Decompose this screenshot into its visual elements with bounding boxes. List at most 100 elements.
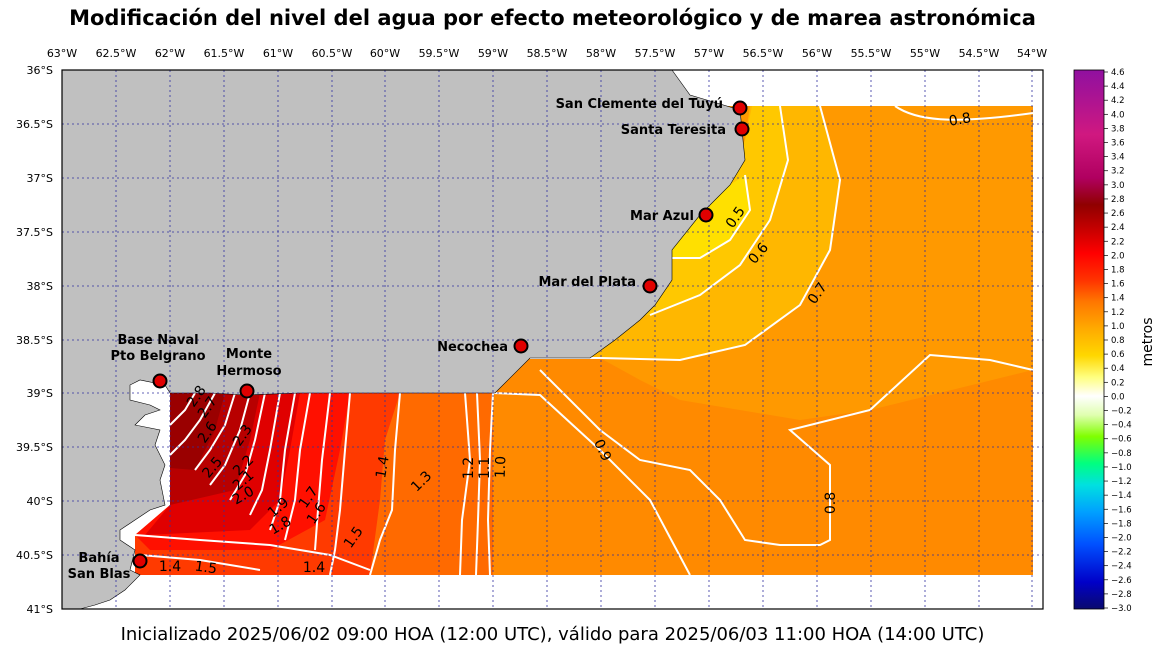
colorbar-tick-label: −1.0 [1111, 463, 1132, 473]
colorbar-tick-label: 0.6 [1111, 350, 1125, 360]
colorbar-tick-label: −1.4 [1111, 491, 1132, 501]
colorbar-tick-label: 4.0 [1111, 110, 1125, 120]
station-marker[interactable] [239, 383, 255, 399]
colorbar-tick-label: 2.8 [1111, 195, 1125, 205]
lon-tick: 61.5°W [204, 47, 245, 60]
colorbar-tick-label: 2.4 [1111, 223, 1125, 233]
colorbar-label: metros [1140, 317, 1156, 366]
station-label: San Clemente del Tuyú [556, 97, 723, 112]
colorbar-tick-label: 2.2 [1111, 237, 1125, 247]
colorbar-tick-label: −2.6 [1111, 576, 1132, 586]
colorbar-tick-label: −0.8 [1111, 449, 1132, 459]
contour-lines [134, 105, 1034, 576]
colorbar-tick-label: 4.2 [1111, 96, 1125, 106]
lat-tick: 39°S [27, 387, 53, 400]
lon-tick: 57.5°W [635, 47, 676, 60]
station-label: Necochea [437, 340, 508, 355]
colorbar-ticks: 4.6 4.4 4.2 4.0 3.8 3.6 3.4 3.2 3.0 2.8 2.6 2.4 2.2 2… [1104, 68, 1132, 614]
lat-tick: 40°S [27, 495, 53, 508]
map-title: Modificación del nivel del agua por efec… [69, 6, 1036, 30]
lon-tick: 56.5°W [743, 47, 784, 60]
lon-tick: 59.5°W [419, 47, 460, 60]
lon-tick: 57°W [694, 47, 724, 60]
colorbar-tick-label: 3.6 [1111, 139, 1125, 149]
lon-tick: 54°W [1017, 47, 1047, 60]
station-label: Mar Azul [630, 209, 694, 224]
colorbar-tick-label: −2.2 [1111, 548, 1132, 558]
station-marker[interactable] [734, 121, 750, 137]
lat-tick: 37°S [27, 172, 53, 185]
station-label: Base Naval [117, 333, 198, 348]
colorbar-tick-label: 0.4 [1111, 364, 1125, 374]
lon-tick: 54.5°W [959, 47, 1000, 60]
colorbar-ramp [1073, 69, 1105, 610]
contour-label: 1.4 [303, 560, 325, 576]
lat-tick-labels: 36°S 36.5°S 37°S 37.5°S 38°S 38.5°S 39°S… [16, 64, 53, 616]
lon-tick: 55°W [910, 47, 940, 60]
colorbar-tick-label: 2.6 [1111, 209, 1125, 219]
lat-tick: 38.5°S [16, 334, 53, 347]
colorbar-tick-label: 4.4 [1111, 82, 1125, 92]
colorbar: 4.6 4.4 4.2 4.0 3.8 3.6 3.4 3.2 3.0 2.8 2.6 2.4 2.2 2… [1073, 68, 1156, 614]
contour-label: 1.4 [373, 455, 393, 480]
colorbar-tick-label: 1.2 [1111, 308, 1125, 318]
land-mass [61, 69, 746, 610]
map-frame [61, 69, 1044, 610]
colorbar-tick-label: 4.6 [1111, 68, 1125, 78]
contour-label: 1.4 [159, 559, 181, 575]
lon-tick: 56°W [802, 47, 832, 60]
colorbar-tick-label: −2.4 [1111, 562, 1132, 572]
colorbar-tick-label: −1.2 [1111, 477, 1132, 487]
lon-tick: 59°W [478, 47, 508, 60]
station-label: Bahía [78, 551, 119, 566]
colorbar-tick-label: −0.6 [1111, 435, 1132, 445]
lon-tick: 60°W [370, 47, 400, 60]
station-label: Monte [226, 347, 272, 362]
lat-tick: 41°S [27, 603, 53, 616]
validity-footer: Inicializado 2025/06/02 09:00 HOA (12:00… [120, 624, 985, 645]
station-label: Mar del Plata [539, 275, 637, 290]
contour-label: 1.1 [477, 457, 493, 479]
contour-label: 0.8 [823, 492, 839, 514]
stations: San Clemente del Tuyú Santa Teresita Mar… [68, 97, 750, 582]
lat-tick: 36°S [27, 64, 53, 77]
lat-tick: 37.5°S [16, 226, 53, 239]
colorbar-tick-label: 1.0 [1111, 322, 1125, 332]
colorbar-tick-label: 3.8 [1111, 124, 1125, 134]
contour-label: 0.8 [948, 110, 973, 130]
colorbar-tick-label: 2.0 [1111, 251, 1125, 261]
colorbar-tick-label: −3.0 [1111, 604, 1132, 614]
station-label: Pto Belgrano [110, 349, 205, 364]
contour-label: 1.5 [194, 559, 218, 578]
lat-tick: 38°S [27, 280, 53, 293]
colorbar-tick-label: 3.4 [1111, 153, 1125, 163]
station-marker[interactable] [513, 338, 529, 354]
colorbar-tick-label: 1.4 [1111, 294, 1125, 304]
colorbar-tick-label: −0.4 [1111, 421, 1132, 431]
station-marker[interactable] [152, 373, 168, 389]
colorbar-tick-label: 1.8 [1111, 265, 1125, 275]
station-marker[interactable] [698, 207, 714, 223]
station-marker[interactable] [642, 278, 658, 294]
colorbar-tick-label: 1.6 [1111, 280, 1125, 290]
colorbar-tick-label: 0.0 [1111, 392, 1125, 402]
lon-tick: 62.5°W [96, 47, 137, 60]
colorbar-tick-label: −2.0 [1111, 533, 1132, 543]
station-label: San Blas [68, 567, 131, 582]
lon-tick: 61°W [263, 47, 293, 60]
lat-tick: 40.5°S [16, 549, 53, 562]
lat-tick: 36.5°S [16, 118, 53, 131]
graticule [62, 70, 1043, 609]
station-label: Hermoso [216, 364, 281, 379]
lon-tick: 58°W [586, 47, 616, 60]
station-marker[interactable] [132, 553, 148, 569]
lon-tick: 55.5°W [851, 47, 892, 60]
colorbar-tick-label: −2.8 [1111, 590, 1132, 600]
contour-label: 1.2 [461, 457, 477, 479]
lon-tick: 63°W [47, 47, 77, 60]
colorbar-tick-label: 3.0 [1111, 181, 1125, 191]
colorbar-tick-label: −1.6 [1111, 505, 1132, 515]
station-label: Santa Teresita [621, 123, 726, 138]
station-marker[interactable] [732, 100, 748, 116]
